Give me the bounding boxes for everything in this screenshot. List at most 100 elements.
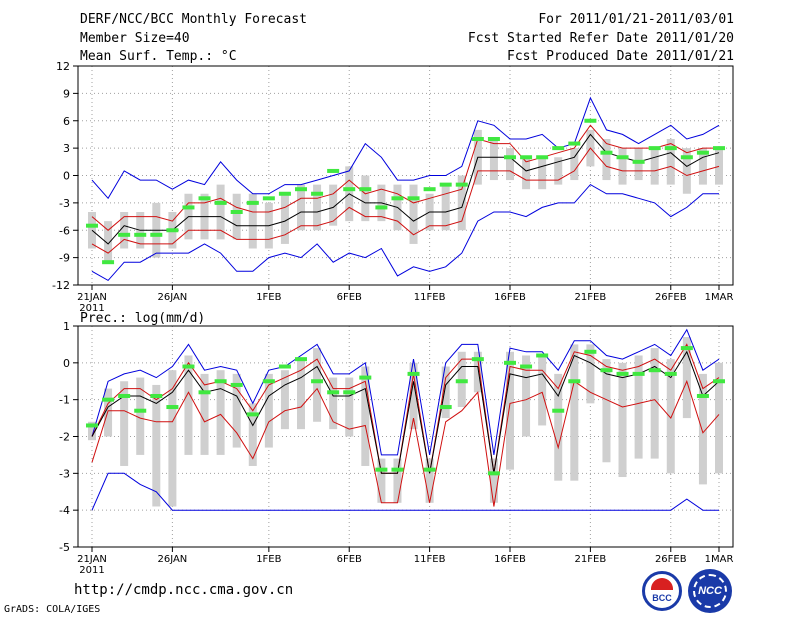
prec-spread-bar	[104, 388, 113, 437]
temp-spread-bar	[361, 175, 370, 222]
temp-observed-marker	[600, 150, 613, 155]
temp-observed-marker	[102, 260, 115, 265]
prec-observed-marker	[391, 467, 404, 472]
temp-spread-bar	[329, 184, 338, 226]
prec-observed-marker	[680, 346, 693, 351]
prec-observed-marker	[616, 371, 629, 376]
temp-observed-marker	[648, 146, 661, 151]
prec-spread-bar	[489, 458, 498, 503]
temp-observed-marker	[86, 223, 98, 228]
prec-spread-bar	[586, 344, 595, 404]
prec-spread-bar	[538, 355, 547, 426]
temp-min-line	[91, 183, 719, 282]
fcst-produced-date: Fcst Produced Date 2011/01/21	[507, 49, 734, 64]
prec-spread-bar	[248, 403, 257, 466]
prec-observed-marker	[198, 390, 211, 395]
temp-xtick-label: 21JAN	[77, 292, 107, 303]
temp-spread-bar	[522, 157, 531, 190]
temp-mean-minus-sd-line	[91, 147, 720, 254]
temp-xtick-label: 6FEB	[337, 292, 362, 303]
temp-observed-marker	[343, 187, 356, 192]
prec-observed-marker	[86, 423, 98, 428]
prec-observed-marker	[246, 412, 259, 417]
prec-xtick-label: 21FEB	[575, 554, 607, 565]
temp-observed-marker	[536, 155, 549, 160]
temp-observed-marker	[680, 155, 693, 160]
temp-ytick-label: 3	[63, 142, 70, 155]
temp-observed-marker	[487, 137, 500, 141]
prec-observed-marker	[568, 379, 581, 384]
member-size-label: Member Size=40	[80, 31, 190, 46]
prec-spread-bar	[409, 362, 418, 430]
forecast-period: For 2011/01/21-2011/03/01	[538, 12, 734, 27]
prec-spread-bar	[232, 373, 241, 448]
temp-mean-line	[91, 133, 720, 245]
prec-observed-marker	[713, 379, 725, 384]
temp-observed-marker	[439, 182, 452, 187]
prec-spread-bar	[297, 359, 305, 430]
fcst-started-date: Fcst Started Refer Date 2011/01/20	[467, 31, 734, 46]
temp-observed-marker	[166, 228, 179, 233]
prec-observed-marker	[278, 364, 291, 369]
variable-label: Mean Surf. Temp.: °C	[80, 49, 237, 64]
bcc-logo: BCC	[642, 571, 682, 611]
temp-observed-marker	[696, 150, 709, 155]
prec-observed-marker	[230, 382, 243, 387]
temp-spread-bar	[698, 148, 707, 185]
temp-spread-bar	[88, 212, 96, 249]
temp-spread-bar	[297, 184, 305, 231]
temp-observed-marker	[359, 187, 372, 192]
temp-spread-bar	[682, 148, 691, 194]
ncc-logo: NCC	[688, 569, 732, 613]
prec-spread-bar	[473, 351, 482, 393]
prec-spread-bar	[152, 384, 161, 507]
temp-spread-bar	[457, 175, 466, 231]
temp-observed-marker	[134, 232, 147, 237]
prec-observed-marker	[455, 379, 468, 384]
prec-ytick-label: 1	[63, 320, 70, 333]
prec-ytick-label: -3	[59, 467, 70, 480]
prec-observed-marker	[262, 379, 275, 384]
prec-spread-bar	[200, 373, 209, 455]
prec-spread-bar	[168, 370, 177, 507]
prec-observed-marker	[471, 357, 484, 362]
temp-spread-bar	[715, 148, 723, 185]
temp-ytick-label: 0	[63, 170, 70, 183]
temp-observed-marker	[375, 205, 388, 210]
prec-spread-bar	[715, 362, 723, 474]
prec-spread-bar	[634, 355, 643, 459]
prec-spread-bar	[345, 377, 354, 437]
temp-observed-marker	[407, 196, 420, 201]
prec-observed-marker	[375, 467, 388, 472]
temp-observed-marker	[423, 187, 436, 192]
website-url[interactable]: http://cmdp.ncc.cma.gov.cn	[74, 582, 294, 598]
ncc-logo-ring	[693, 574, 727, 608]
temp-spread-bar	[570, 148, 579, 181]
prec-observed-marker	[504, 360, 516, 365]
temp-ytick-label: 6	[63, 115, 70, 128]
prec-spread-bar	[522, 355, 531, 437]
temp-observed-marker	[552, 146, 565, 151]
temp-observed-marker	[520, 155, 533, 160]
prec-observed-marker	[632, 371, 645, 376]
temp-observed-marker	[198, 196, 211, 201]
temp-xtick-label: 1MAR	[705, 292, 734, 303]
temp-xtick-label: 21FEB	[575, 292, 607, 303]
temp-observed-marker	[471, 137, 484, 141]
temp-observed-marker	[616, 155, 629, 160]
temp-observed-marker	[230, 210, 243, 214]
prec-observed-marker	[407, 371, 420, 376]
prec-observed-marker	[295, 357, 307, 362]
prec-year-label: 2011	[79, 565, 104, 576]
temp-spread-bar	[666, 139, 675, 185]
temp-spread-bar	[232, 193, 241, 240]
temp-ytick-label: -9	[59, 252, 70, 265]
temp-observed-marker	[455, 182, 468, 187]
prec-observed-marker	[102, 397, 115, 402]
prec-ytick-label: -2	[59, 431, 70, 444]
prec-spread-bar	[602, 359, 611, 463]
prec-spread-bar	[682, 337, 691, 419]
temp-spread-bar	[506, 148, 514, 181]
temp-plot-frame	[77, 65, 734, 286]
prec-spread-bar	[570, 344, 579, 481]
